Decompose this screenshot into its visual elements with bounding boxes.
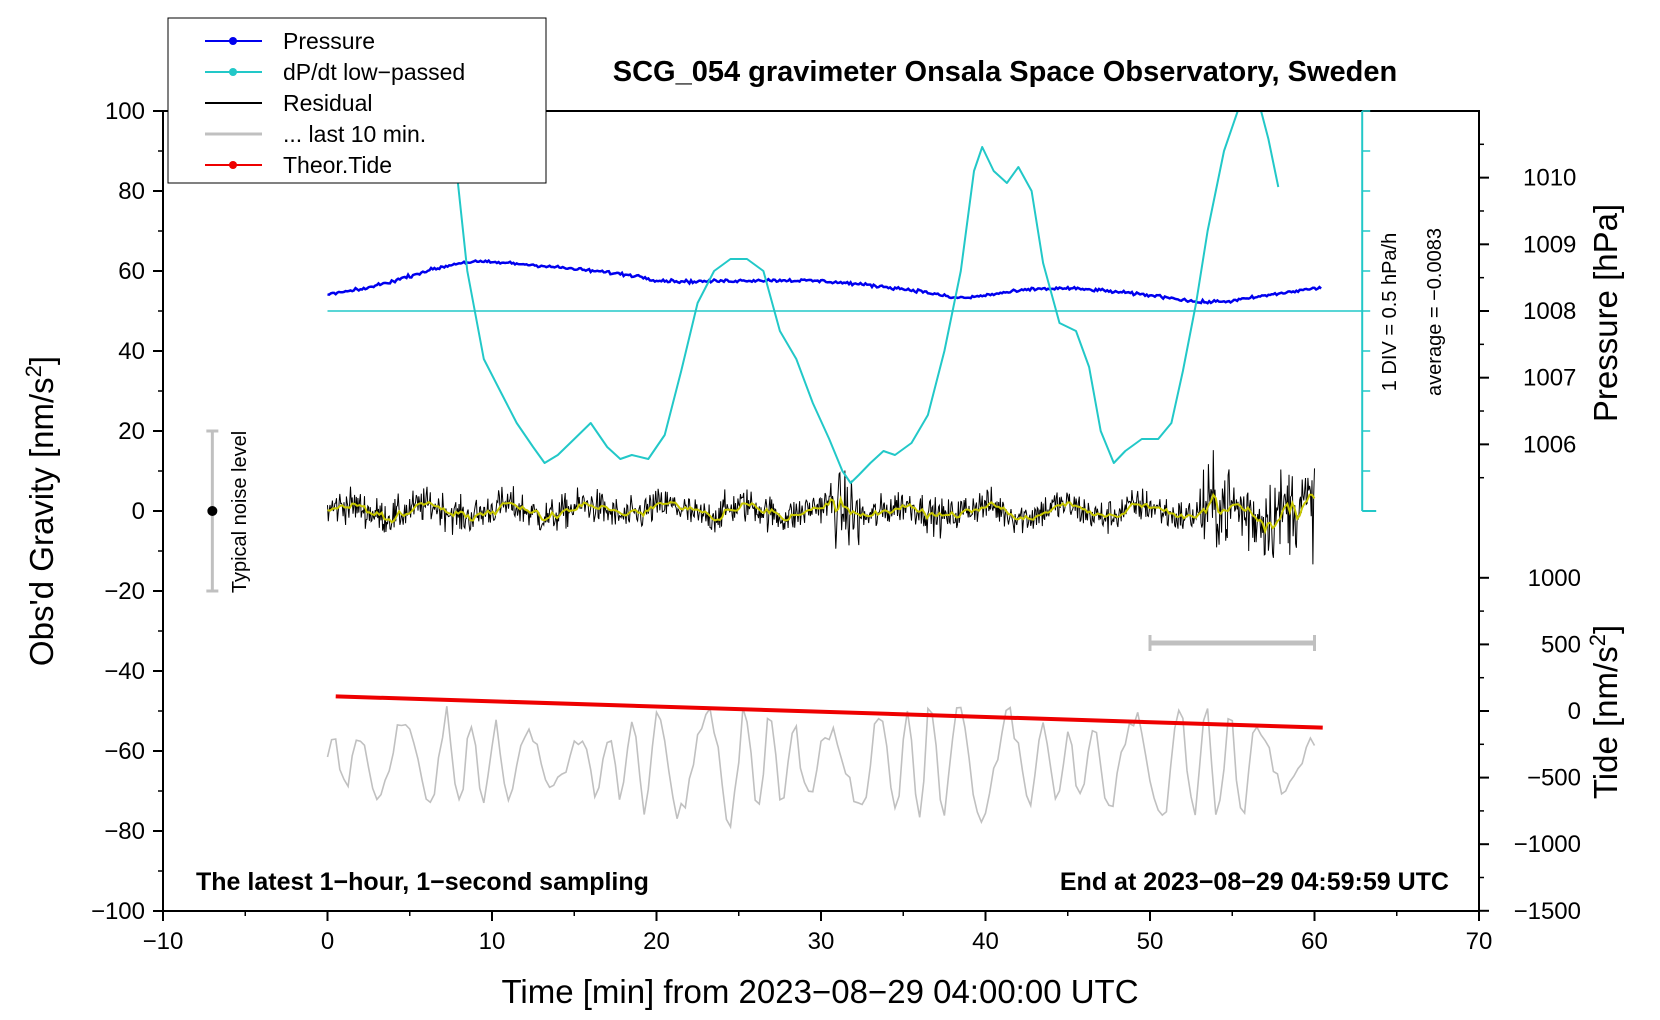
x-tick-label: 10	[479, 928, 506, 955]
tide-tick-label: −1500	[1514, 898, 1581, 925]
y-tick-label: 0	[132, 498, 145, 525]
y-tick-label: −40	[104, 658, 145, 685]
tide-tick-label: −500	[1527, 765, 1581, 792]
pressure-tick-label: 1010	[1523, 165, 1576, 192]
dpdt-series-line	[456, 111, 1280, 484]
x-axis-label: Time [min] from 2023−08−29 04:00:00 UTC	[501, 973, 1138, 1010]
tide-tick-label: 0	[1568, 698, 1581, 725]
series-layer	[326, 111, 1363, 830]
dpdt-average-label: average = −0.0083	[1424, 228, 1446, 396]
y-axis-label-gravity: Obs'd Gravity [nm/s2]	[21, 356, 60, 666]
tide-series-line	[335, 694, 1323, 730]
y-axis-label-pressure: Pressure [hPa]	[1587, 204, 1624, 422]
y-tick-label: −80	[104, 818, 145, 845]
legend-label-tide: Theor.Tide	[283, 152, 392, 178]
residual-smoothed-line	[327, 492, 1316, 535]
legend-marker-pressure	[229, 37, 237, 45]
x-tick-label: −10	[143, 928, 184, 955]
y-tick-label: 100	[105, 98, 145, 125]
legend-label-pressure: Pressure	[283, 28, 375, 54]
x-tick-label: 60	[1301, 928, 1328, 955]
noise-level-center	[207, 506, 218, 516]
pressure-series-line	[327, 258, 1322, 305]
x-tick-label: 40	[972, 928, 999, 955]
note-right: End at 2023−08−29 04:59:59 UTC	[1060, 868, 1449, 896]
legend-label-dpdt: dP/dt low−passed	[283, 59, 465, 85]
axes-layer: −10 0 10 20 30 40 50 60 70−100−80−60−40−20020406…	[91, 98, 1581, 955]
chart-title: SCG_054 gravimeter Onsala Space Observat…	[613, 56, 1397, 88]
x-tick-label: 0	[321, 928, 334, 955]
pressure-tick-label: 1008	[1523, 298, 1576, 325]
legend-label-last10: ... last 10 min.	[283, 121, 426, 147]
legend-box	[167, 17, 547, 184]
legend-marker-dpdt	[229, 68, 237, 76]
x-tick-label: 20	[643, 928, 670, 955]
tide-tick-label: 500	[1541, 631, 1581, 658]
y-tick-label: −60	[104, 738, 145, 765]
x-tick-label: 50	[1137, 928, 1164, 955]
y-tick-label: −100	[91, 898, 145, 925]
y-tick-label: 20	[118, 418, 145, 445]
x-tick-label: 30	[808, 928, 835, 955]
pressure-tick-label: 1006	[1523, 431, 1576, 458]
pressure-tick-label: 1009	[1523, 231, 1576, 258]
x-tick-label: 70	[1466, 928, 1493, 955]
y-tick-label: 40	[118, 338, 145, 365]
y-tick-label: 60	[118, 258, 145, 285]
legend: Pressure dP/dt low−passed Residual ... last…	[167, 17, 547, 184]
dpdt-scale-label: 1 DIV = 0.5 hPa/h	[1379, 233, 1401, 391]
tide-tick-label: 1000	[1528, 565, 1581, 592]
note-left: The latest 1−hour, 1−second sampling	[196, 868, 649, 896]
y-tick-label: −20	[104, 578, 145, 605]
pressure-tick-label: 1007	[1523, 365, 1576, 392]
last10-series-line	[326, 706, 1316, 830]
y-tick-label: 80	[118, 178, 145, 205]
y-axis-label-tide: Tide [nm/s2]	[1585, 625, 1624, 799]
legend-label-residual: Residual	[283, 90, 373, 116]
tide-tick-label: −1000	[1514, 831, 1581, 858]
legend-marker-tide	[229, 161, 237, 169]
noise-level-label: Typical noise level	[229, 431, 251, 593]
residual-series-line	[327, 450, 1315, 565]
